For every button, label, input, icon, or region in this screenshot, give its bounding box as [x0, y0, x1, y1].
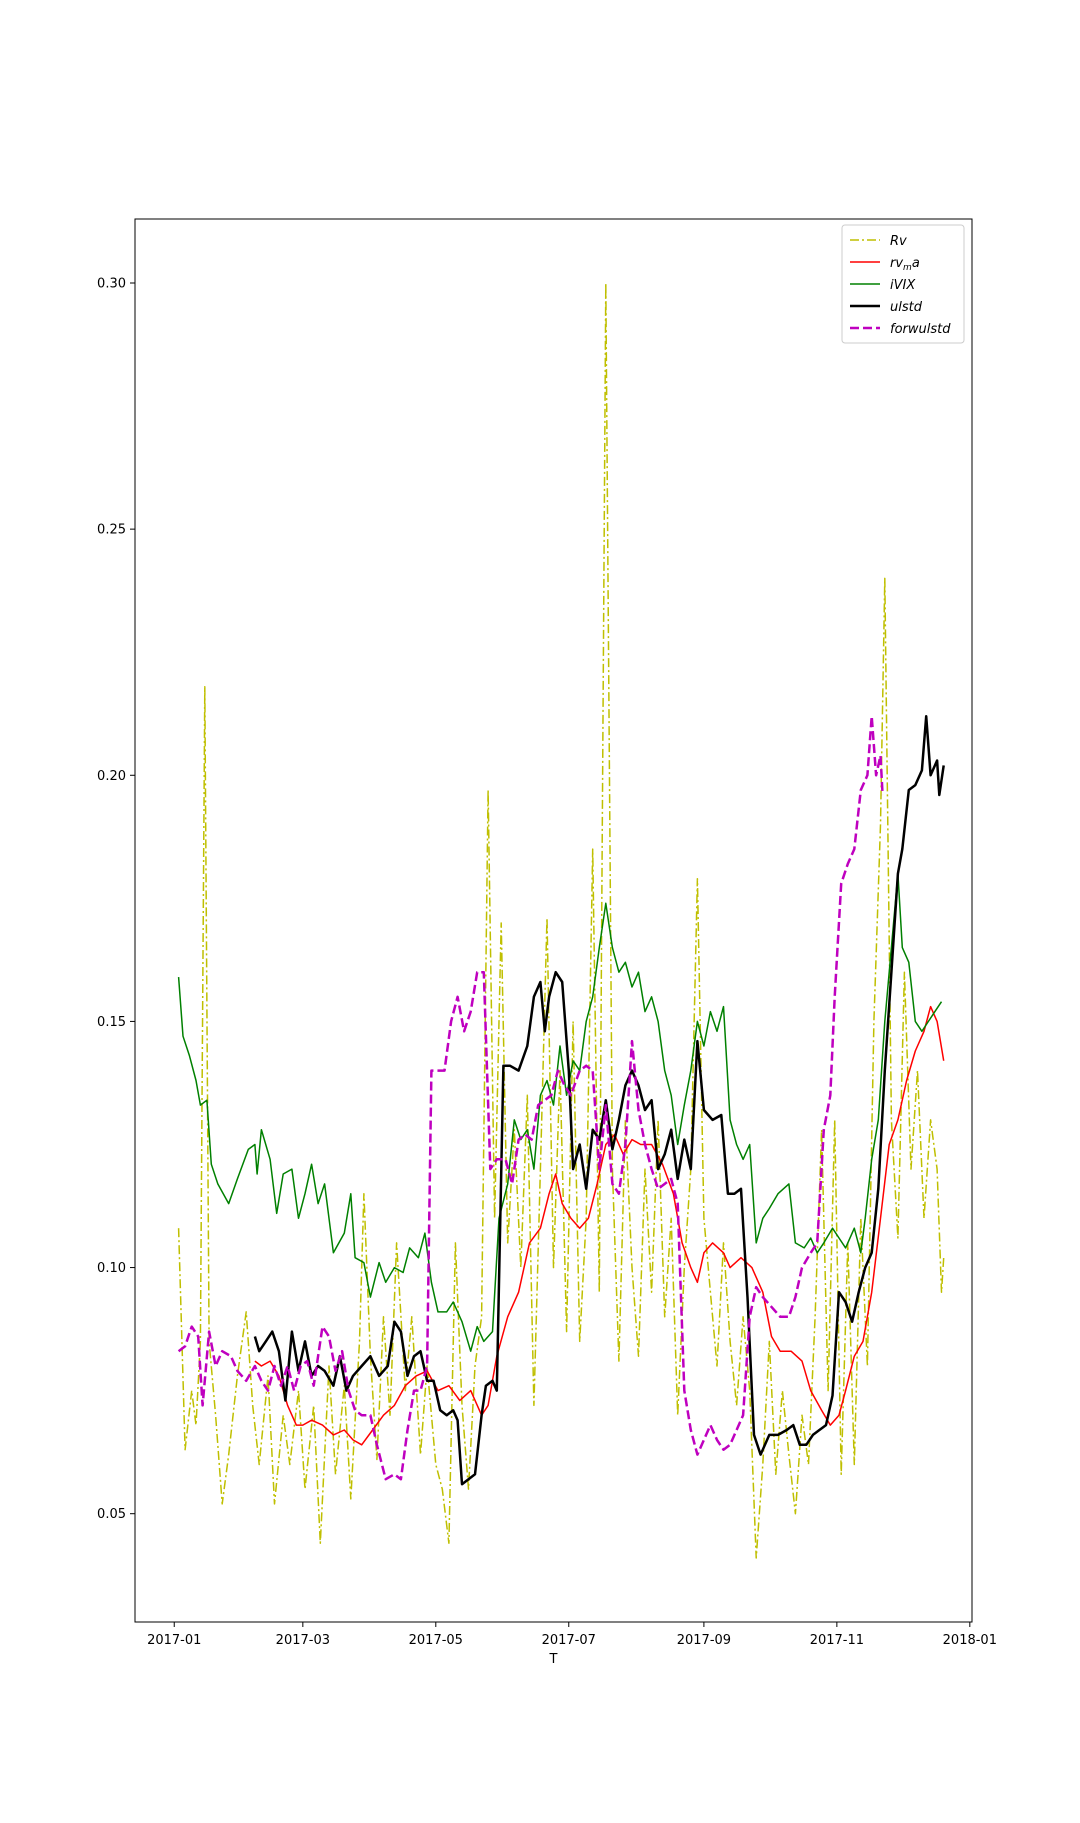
series-line-forwulstd — [177, 714, 884, 1481]
x-tick-label: 2018-01 — [943, 1633, 997, 1648]
x-tick-label: 2017-11 — [810, 1633, 864, 1648]
legend-box — [841, 224, 965, 344]
y-tick-label: 0.20 — [97, 769, 126, 784]
y-tick-label: 0.15 — [97, 1015, 126, 1030]
series-line-rv — [177, 282, 945, 1559]
legend: Rv rvma iVIX ulstd forwulstd — [841, 224, 965, 344]
x-axis: 2017-01 2017-03 2017-05 2017-07 2017-09 2017-… — [147, 1622, 997, 1648]
y-tick-label: 0.30 — [97, 276, 126, 291]
x-tick-label: 2017-09 — [677, 1633, 731, 1648]
legend-label-ivix: iVIX — [890, 278, 916, 293]
y-tick-label: 0.25 — [97, 523, 126, 538]
y-tick-label: 0.05 — [97, 1507, 126, 1522]
series-line-ulstd — [253, 714, 945, 1486]
y-tick-label: 0.10 — [97, 1261, 126, 1276]
plot-lines — [177, 282, 945, 1559]
legend-label-rv: Rv — [890, 234, 907, 249]
legend-label-ulstd: ulstd — [890, 300, 923, 315]
y-axis: 0.05 0.10 0.15 0.20 0.25 0.30 — [97, 276, 135, 1522]
x-tick-label: 2017-01 — [147, 1633, 201, 1648]
x-tick-label: 2017-07 — [542, 1633, 596, 1648]
legend-label-rv-ma: rvma — [890, 256, 920, 273]
x-axis-label: T — [549, 1652, 558, 1667]
x-tick-label: 2017-03 — [276, 1633, 330, 1648]
legend-label-forwulstd: forwulstd — [890, 322, 951, 337]
x-tick-label: 2017-05 — [409, 1633, 463, 1648]
plot-frame — [134, 218, 973, 1623]
